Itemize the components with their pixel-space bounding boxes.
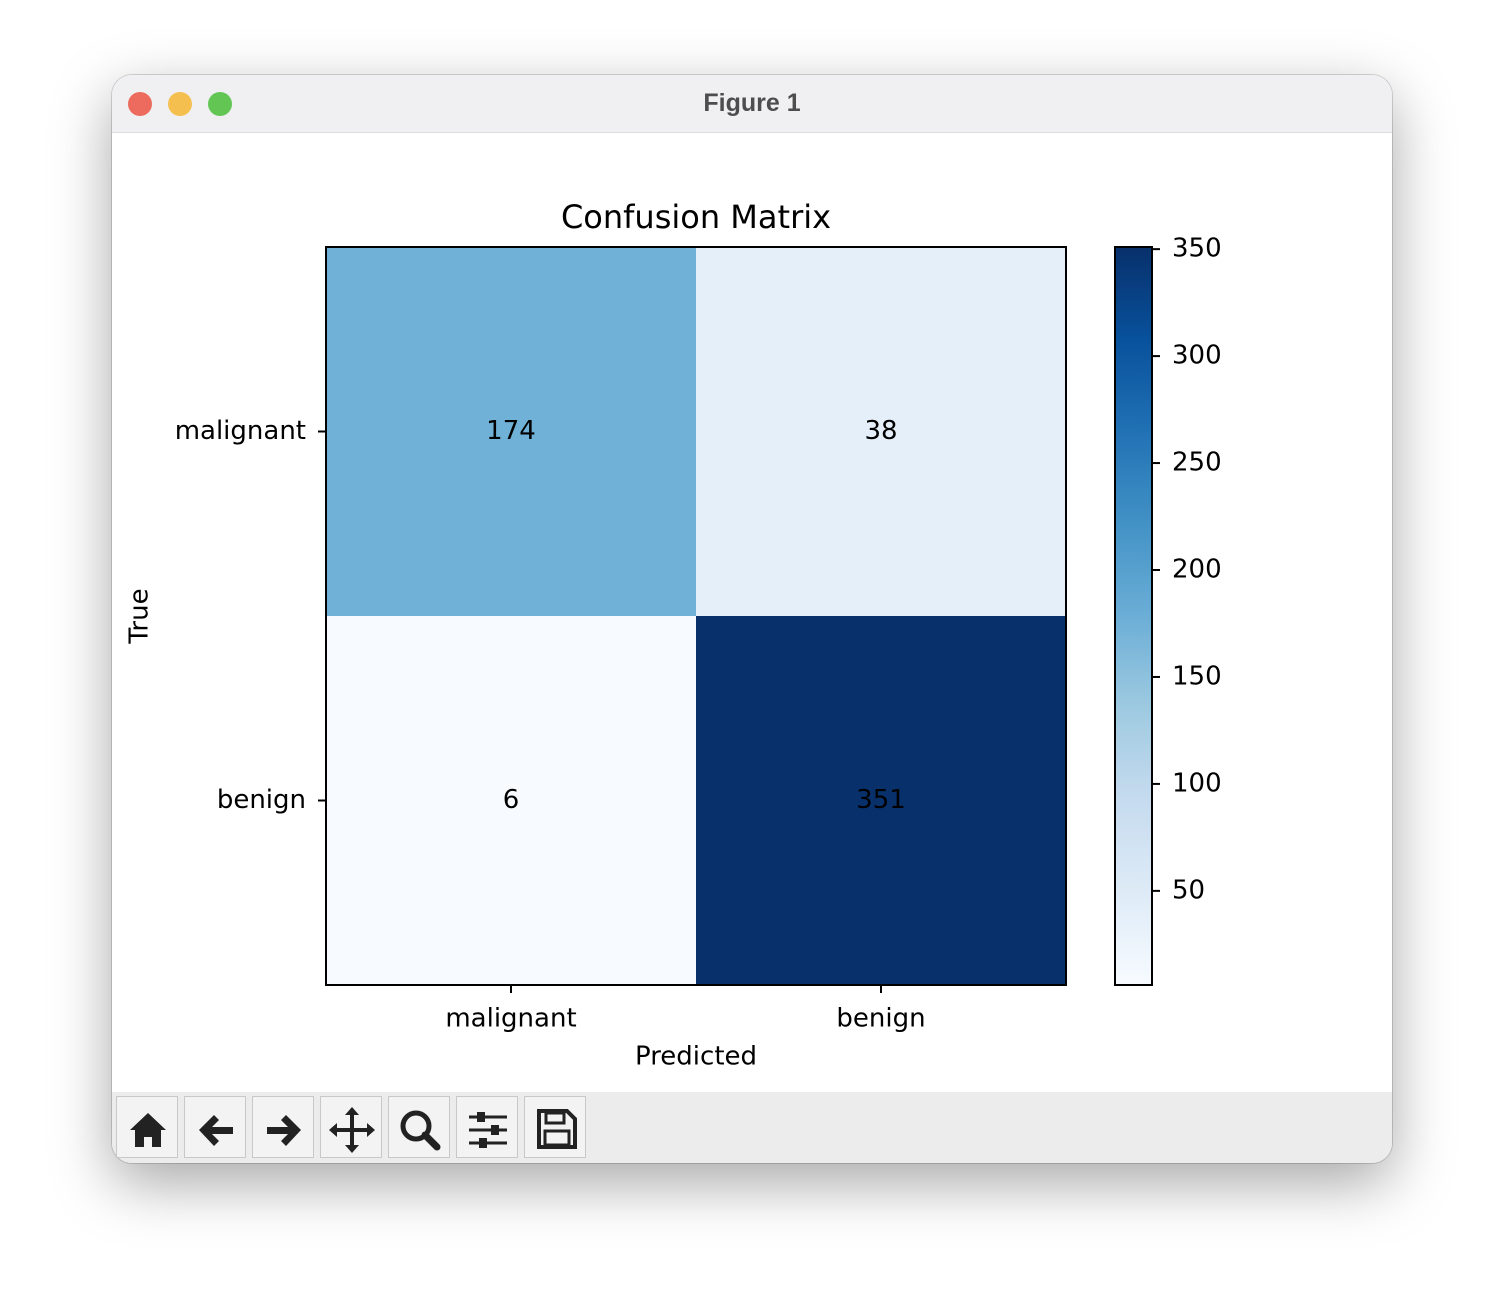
cell-value-label: 38 [864,416,897,446]
x-tick-label: malignant [445,1004,576,1034]
cell-value-label: 6 [503,785,520,815]
toolbar [112,1092,1392,1163]
pan-button[interactable] [320,1096,382,1158]
forward-button[interactable] [252,1096,314,1158]
zoom-button[interactable] [208,92,232,116]
y-axis-label: True [125,588,155,644]
configure-button[interactable] [456,1096,518,1158]
cell-value-label: 174 [486,416,536,446]
plot-frame [325,246,1067,986]
colorbar-tick-label: 350 [1172,234,1222,264]
heatmap-cell [696,247,1067,617]
x-tick-label: benign [836,1004,925,1034]
zoom-tool-button[interactable] [388,1096,450,1158]
y-tick-label: benign [217,785,306,815]
back-button[interactable] [184,1096,246,1158]
chart: Confusion Matrix Predicted True 174 38 6 35… [125,198,1222,1072]
x-axis-label: Predicted [635,1042,757,1072]
colorbar-tick-label: 100 [1172,768,1222,798]
cell-value-label: 351 [856,785,906,815]
close-button[interactable] [128,92,152,116]
y-tick-label: malignant [175,416,306,446]
colorbar-tick-label: 150 [1172,661,1222,691]
window-title: Figure 1 [703,89,801,117]
heatmap-cell [326,247,697,617]
save-button[interactable] [524,1096,586,1158]
colorbar-tick-label: 50 [1172,875,1205,905]
title-bar: Figure 1 [112,75,1392,133]
colorbar-tick-label: 250 [1172,448,1222,478]
heatmap-cell [696,616,1067,986]
colorbar-tick-label: 300 [1172,341,1222,371]
colorbar [1114,246,1153,986]
minimize-button[interactable] [168,92,192,116]
chart-title: Confusion Matrix [561,198,831,236]
colorbar-tick-label: 200 [1172,555,1222,585]
heatmap-cell [326,616,697,986]
home-button[interactable] [116,1096,178,1158]
